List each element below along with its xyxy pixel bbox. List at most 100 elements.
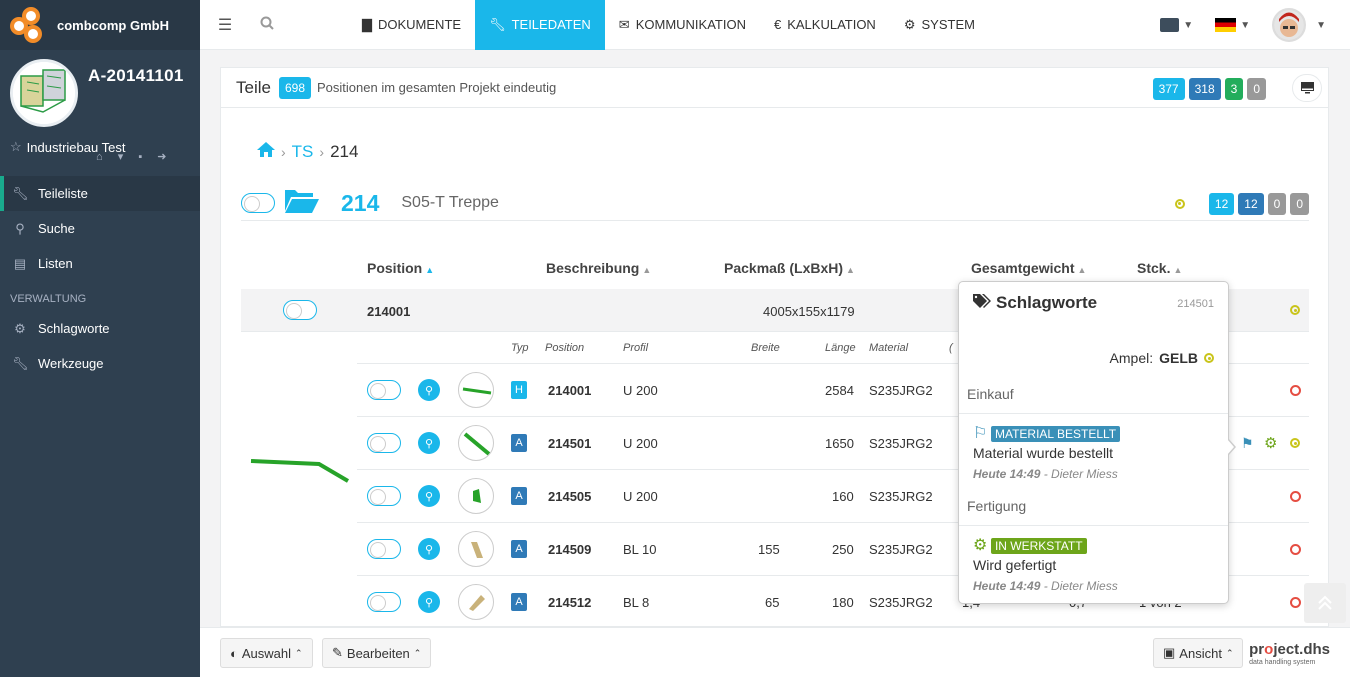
status-badge[interactable]: 12 — [1238, 192, 1264, 215]
table-row[interactable]: ⚲ A 214505 U 200 160 S235JRG2 — [357, 470, 1309, 523]
menu-toggle-icon[interactable]: ☰ — [217, 16, 233, 34]
select-toggle[interactable] — [241, 193, 275, 213]
scroll-to-top-button[interactable] — [1304, 583, 1346, 623]
laenge-cell: 160 — [832, 489, 854, 504]
tab-system[interactable]: ⚙ SYSTEM — [903, 16, 975, 33]
folder-open-icon[interactable] — [285, 187, 321, 220]
company-logo[interactable] — [8, 5, 48, 45]
profil-cell: U 200 — [623, 436, 658, 451]
magnifier-icon[interactable]: ⚲ — [418, 432, 440, 454]
magnifier-icon[interactable]: ⚲ — [418, 538, 440, 560]
toggle-icon: ◐ — [230, 645, 238, 661]
ansicht-button[interactable]: ▣ Ansicht ⌃ — [1153, 638, 1244, 668]
breite-cell: 65 — [765, 595, 780, 610]
home-icon[interactable] — [257, 142, 275, 162]
part-thumbnail[interactable] — [458, 531, 494, 567]
select-toggle[interactable] — [283, 300, 317, 320]
part-thumbnail[interactable] — [458, 372, 494, 408]
status-badge[interactable]: 3 — [1224, 78, 1244, 100]
user-dropdown[interactable]: ▼ — [1272, 8, 1326, 42]
chevron-up-icon: ⌃ — [413, 647, 422, 658]
file-icon: ▇ — [362, 16, 372, 32]
material-cell: S235JRG2 — [869, 383, 933, 398]
tag-entry[interactable]: ⚙ IN WERKSTATT Wird gefertigt Heute 14:4… — [973, 535, 1213, 593]
laenge-cell: 250 — [832, 542, 854, 557]
sidebar-item-listen[interactable]: ▤ Listen — [13, 255, 73, 272]
toolbox-dropdown[interactable]: ▼ — [1160, 18, 1193, 32]
status-badge[interactable]: 318 — [1188, 78, 1221, 100]
magnifier-icon[interactable]: ⚲ — [418, 379, 440, 401]
ampel-yellow-icon — [1174, 198, 1185, 209]
sidebar-item-suche[interactable]: ⚲ Suche — [0, 211, 200, 246]
table-row[interactable]: ⚲ A 214509 BL 10 155 250 S235JRG2 — [357, 523, 1309, 576]
ampel-yellow-icon — [1204, 353, 1214, 363]
breadcrumb-link-ts[interactable]: TS — [291, 142, 314, 161]
tag-text: Wird gefertigt — [973, 557, 1057, 573]
breite-cell: 155 — [758, 542, 780, 557]
auswahl-button[interactable]: ◐ Auswahl ⌃ — [220, 638, 313, 668]
flag-icon[interactable]: ⚑ — [1241, 435, 1254, 451]
select-toggle[interactable] — [367, 592, 401, 612]
group-name: S05-T Treppe — [401, 194, 499, 211]
col-stueck[interactable]: Stck. ▲ — [1137, 259, 1183, 276]
tab-kommunikation[interactable]: ✉ KOMMUNIKATION — [618, 16, 746, 33]
tab-kalkulation[interactable]: € KALKULATION — [773, 17, 876, 32]
caret-down-icon[interactable]: ▾ — [117, 151, 124, 163]
status-badge[interactable]: 0 — [1267, 192, 1287, 215]
position-cell: 214512 — [548, 595, 592, 610]
select-toggle[interactable] — [367, 486, 401, 506]
chevron-up-icon: ⌃ — [1225, 647, 1234, 658]
tag-meta: Heute 14:49 - Dieter Miess — [973, 467, 1118, 481]
gear-icon[interactable]: ⚙ — [1264, 435, 1278, 452]
tab-teiledaten[interactable]: 🔧︎ TEILEDATEN — [475, 0, 605, 50]
navbar-right: ▼ ▼ ▼ — [1160, 0, 1350, 50]
magnifier-icon[interactable]: ⚲ — [418, 485, 440, 507]
position-cell: 214001 — [548, 383, 592, 398]
status-badge[interactable]: 0 — [1247, 78, 1266, 100]
material-cell: S235JRG2 — [869, 542, 933, 557]
status-badge[interactable]: 0 — [1290, 192, 1309, 215]
sidebar-item-teileliste[interactable]: 🔧︎ Teileliste — [0, 176, 200, 211]
part-thumbnail[interactable] — [458, 478, 494, 514]
tab-dokumente[interactable]: ▇ DOKUMENTE — [362, 16, 462, 33]
ampel-yellow-icon[interactable] — [1290, 438, 1300, 448]
section-fertigung: Fertigung — [959, 498, 1228, 526]
home-icon[interactable]: ⌂ — [96, 151, 103, 163]
lock-icon[interactable]: ▪ — [138, 151, 143, 163]
language-dropdown[interactable]: ▼ — [1215, 18, 1250, 32]
sign-out-icon[interactable]: ➜ — [157, 151, 167, 163]
part-thumbnail[interactable] — [458, 584, 494, 620]
table-row[interactable]: ⚲ H 214001 U 200 2584 S235JRG2 — [357, 364, 1309, 417]
select-toggle[interactable] — [367, 380, 401, 400]
part-thumbnail[interactable] — [458, 425, 494, 461]
select-toggle[interactable] — [367, 433, 401, 453]
magnifier-icon[interactable]: ⚲ — [418, 591, 440, 613]
top-navbar: ☰ ▇ DOKUMENTE 🔧︎ TEILEDATEN ✉ KOMMUNIKAT… — [200, 0, 1350, 50]
select-toggle[interactable] — [367, 539, 401, 559]
tag-entry[interactable]: ⚐ MATERIAL BESTELLT Material wurde beste… — [973, 423, 1213, 481]
col-gesamtgewicht[interactable]: Gesamtgewicht ▲ — [971, 259, 1087, 276]
count-badge: 698 — [278, 76, 311, 99]
bearbeiten-button[interactable]: ✎ Bearbeiten ⌃ — [322, 638, 432, 668]
flag-icon: ⚐ — [973, 425, 988, 442]
section-einkauf: Einkauf — [959, 386, 1228, 414]
breadcrumb-current: 214 — [330, 142, 359, 161]
monitor-icon[interactable] — [1292, 74, 1322, 102]
tag-badge: MATERIAL BESTELLT — [990, 426, 1121, 442]
sidebar-item-werkzeuge[interactable]: 🔧︎ Werkzeuge — [12, 355, 104, 372]
search-icon[interactable] — [250, 16, 284, 34]
col-beschreibung[interactable]: Beschreibung ▲ — [546, 259, 652, 276]
col-packmass[interactable]: Packmaß (LxBxH) ▲ — [724, 259, 855, 276]
project-avatar[interactable] — [10, 59, 78, 127]
star-icon[interactable]: ☆ — [10, 139, 22, 154]
popover-id: 214501 — [1177, 298, 1214, 310]
client-name[interactable]: ☆ Industriebau Test — [10, 139, 126, 155]
sidebar-item-schlagworte[interactable]: ⚙ Schlagworte — [0, 311, 200, 346]
table-row[interactable]: ⚲ A 214512 BL 8 65 180 S235JRG2 1,4 0,7 … — [357, 576, 1309, 629]
status-badge[interactable]: 12 — [1208, 192, 1235, 215]
table-row[interactable]: ⚲ A 214501 U 200 1650 S235JRG2 ⚑ ⚙ — [357, 417, 1309, 470]
wrench-icon: 🔧︎ — [489, 16, 506, 32]
packmass-cell: 4005x155x1179 — [763, 304, 855, 319]
col-position[interactable]: Position ▲ — [367, 259, 435, 276]
status-badge[interactable]: 377 — [1152, 78, 1185, 100]
